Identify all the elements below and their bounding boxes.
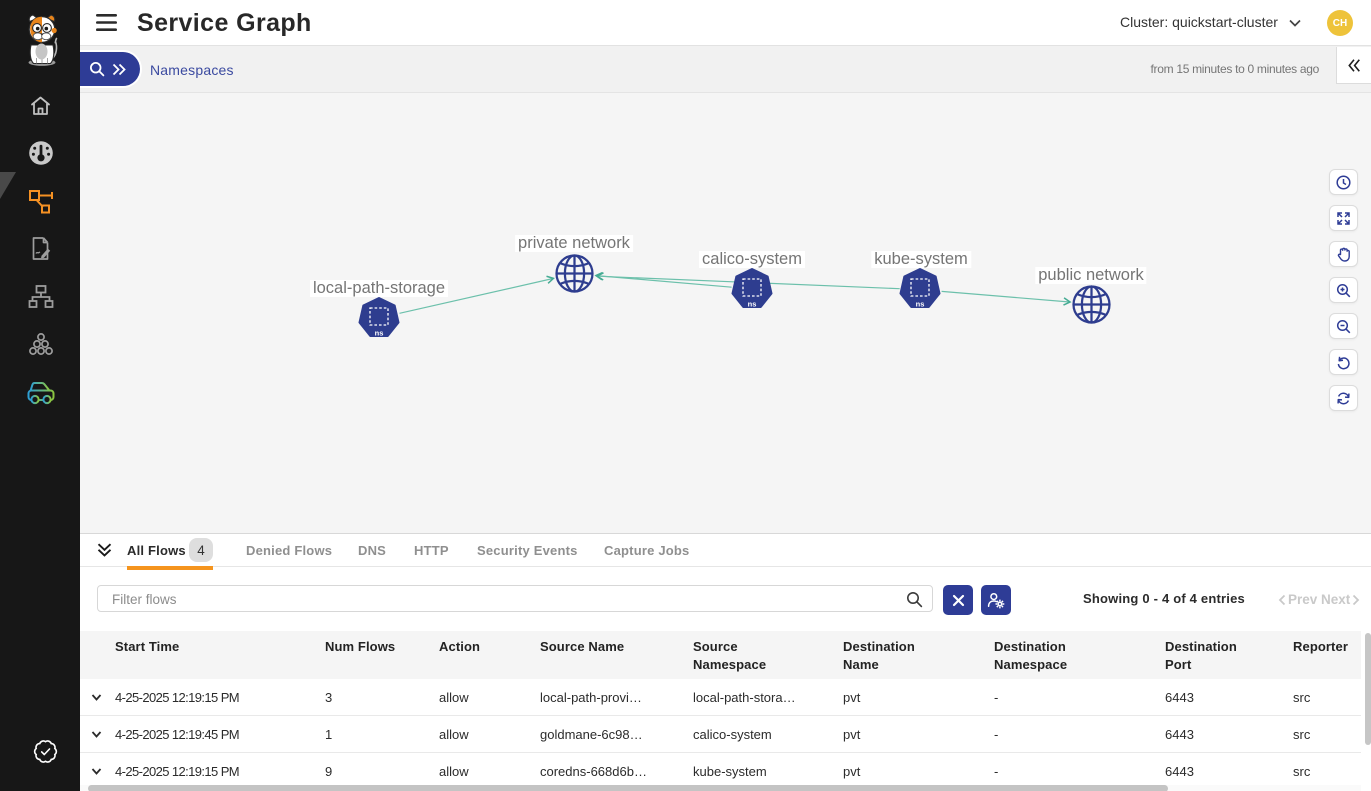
svg-text:ns: ns <box>375 329 384 338</box>
svg-text:ns: ns <box>916 300 925 309</box>
svg-text:ns: ns <box>748 300 757 309</box>
